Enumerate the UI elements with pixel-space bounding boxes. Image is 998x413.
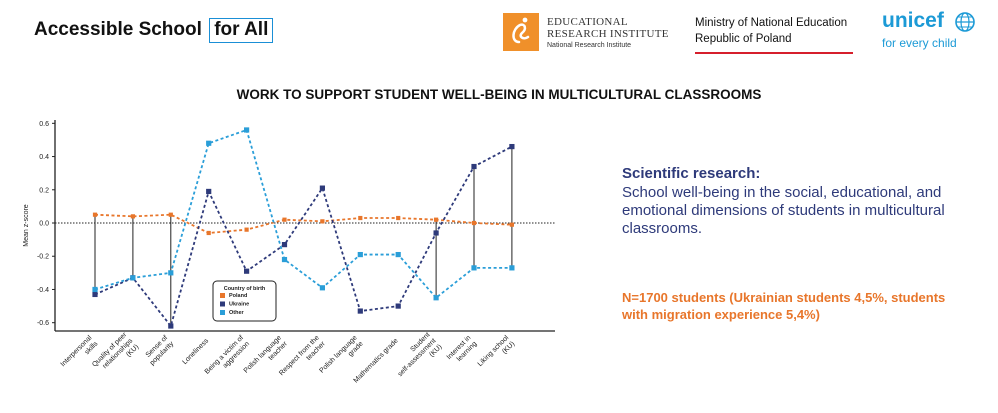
legend-swatch-other: [220, 310, 225, 315]
data-point-poland: [434, 217, 439, 222]
data-point-ukraine: [471, 163, 477, 170]
y-tick-label: -0.4: [37, 287, 49, 294]
x-tick-label: Quality of peerrelationships(KU): [91, 331, 141, 381]
ministry-logo: Ministry of National Education Republic …: [695, 15, 860, 54]
y-tick-label: 0.2: [39, 187, 49, 194]
data-point-poland: [396, 215, 401, 221]
sample-info: N=1700 students (Ukrainian students 4,5%…: [622, 290, 946, 322]
data-point-poland: [358, 215, 363, 221]
y-tick-label: 0.6: [39, 121, 49, 128]
data-point-other: [357, 251, 363, 258]
page-title: Accessible School for All: [34, 18, 274, 43]
y-tick-label: -0.6: [37, 320, 49, 327]
ibe-line1: EDUCATIONAL: [547, 16, 628, 28]
data-point-ukraine: [244, 268, 250, 274]
y-tick-label: -0.2: [37, 254, 49, 261]
data-point-other: [244, 127, 250, 133]
data-point-poland: [509, 222, 514, 227]
ibe-line3: National Research Institute: [547, 42, 632, 49]
y-axis-label: Mean z-score: [23, 204, 30, 247]
data-point-ukraine: [319, 185, 325, 191]
y-tick-label: 0.0: [39, 221, 49, 228]
data-point-other: [206, 140, 212, 146]
research-description: School well-being in the social, educati…: [622, 184, 945, 237]
data-point-poland: [92, 212, 98, 217]
data-point-other: [168, 270, 174, 276]
ministry-line2: Republic of Poland: [695, 33, 792, 45]
x-tick-label: Loneliness: [181, 337, 210, 366]
x-tick-label: Respect from theteacher: [278, 334, 327, 383]
unicef-logo: unicef for every child: [882, 9, 978, 51]
research-heading: Scientific research:: [622, 165, 761, 182]
data-point-poland: [471, 220, 477, 226]
x-tick-label: Interest inlearning: [446, 334, 479, 367]
title-main: Accessible School: [34, 19, 202, 40]
legend-title: Country of birth: [224, 286, 266, 292]
legend-entry: Poland: [229, 293, 247, 299]
ibe-logo: EDUCATIONAL RESEARCH INSTITUTE National …: [503, 13, 678, 55]
data-point-other: [509, 265, 515, 271]
chart: 0.6 0.4 0.2 0.0 -0.2 -0.4 -0.6 Mean z-score Inte…: [23, 120, 555, 385]
data-point-poland: [244, 227, 249, 232]
ibe-line2: RESEARCH INSTITUTE: [547, 28, 669, 40]
title-boxed: for All: [209, 18, 274, 43]
data-point-ukraine: [433, 230, 439, 236]
data-point-poland: [130, 214, 135, 219]
legend-entry: Other: [229, 310, 245, 316]
x-tick-label: Liking school(KU): [477, 334, 517, 374]
y-tick-label: 0.4: [39, 154, 49, 161]
data-point-other: [319, 285, 325, 291]
data-point-other: [433, 295, 439, 301]
data-point-other: [395, 251, 401, 258]
data-point-poland: [206, 230, 211, 236]
unicef-tagline: for every child: [882, 36, 957, 50]
data-point-other: [471, 265, 477, 271]
data-point-ukraine: [509, 143, 515, 150]
data-point-poland: [282, 217, 287, 222]
legend-entry: Ukraine: [229, 302, 249, 308]
ibe-mark-icon: [503, 13, 539, 51]
series-line-ukraine: [94, 145, 513, 328]
legend-swatch-ukraine: [220, 301, 225, 307]
x-tick-label: Sense ofpopularity: [143, 334, 176, 367]
data-point-ukraine: [168, 323, 174, 329]
data-point-poland: [168, 212, 173, 217]
data-point-ukraine: [281, 242, 288, 248]
legend-swatch-poland: [220, 293, 225, 298]
x-tick-label: Studentself-assessment(KU): [391, 331, 444, 384]
globe-icon: [955, 12, 975, 32]
data-point-ukraine: [206, 188, 212, 195]
data-point-other: [130, 275, 136, 281]
series-line-poland: [94, 213, 512, 234]
x-tick-label: Interpersonalskills: [60, 334, 100, 374]
ministry-flag-line: [695, 52, 853, 54]
data-point-ukraine: [395, 303, 401, 309]
data-point-other: [281, 256, 288, 263]
x-tick-label: Being a victim ofaggression: [204, 334, 251, 381]
ministry-line1: Ministry of National Education: [695, 17, 848, 29]
unicef-name: unicef: [882, 9, 944, 32]
data-point-ukraine: [92, 291, 98, 298]
data-point-other: [92, 286, 98, 293]
chart-title: WORK TO SUPPORT STUDENT WELL-BEING IN MU…: [236, 87, 762, 102]
data-point-poland: [320, 219, 325, 224]
legend-box: [212, 280, 277, 322]
data-point-ukraine: [357, 308, 363, 314]
series-line-other: [94, 128, 512, 300]
